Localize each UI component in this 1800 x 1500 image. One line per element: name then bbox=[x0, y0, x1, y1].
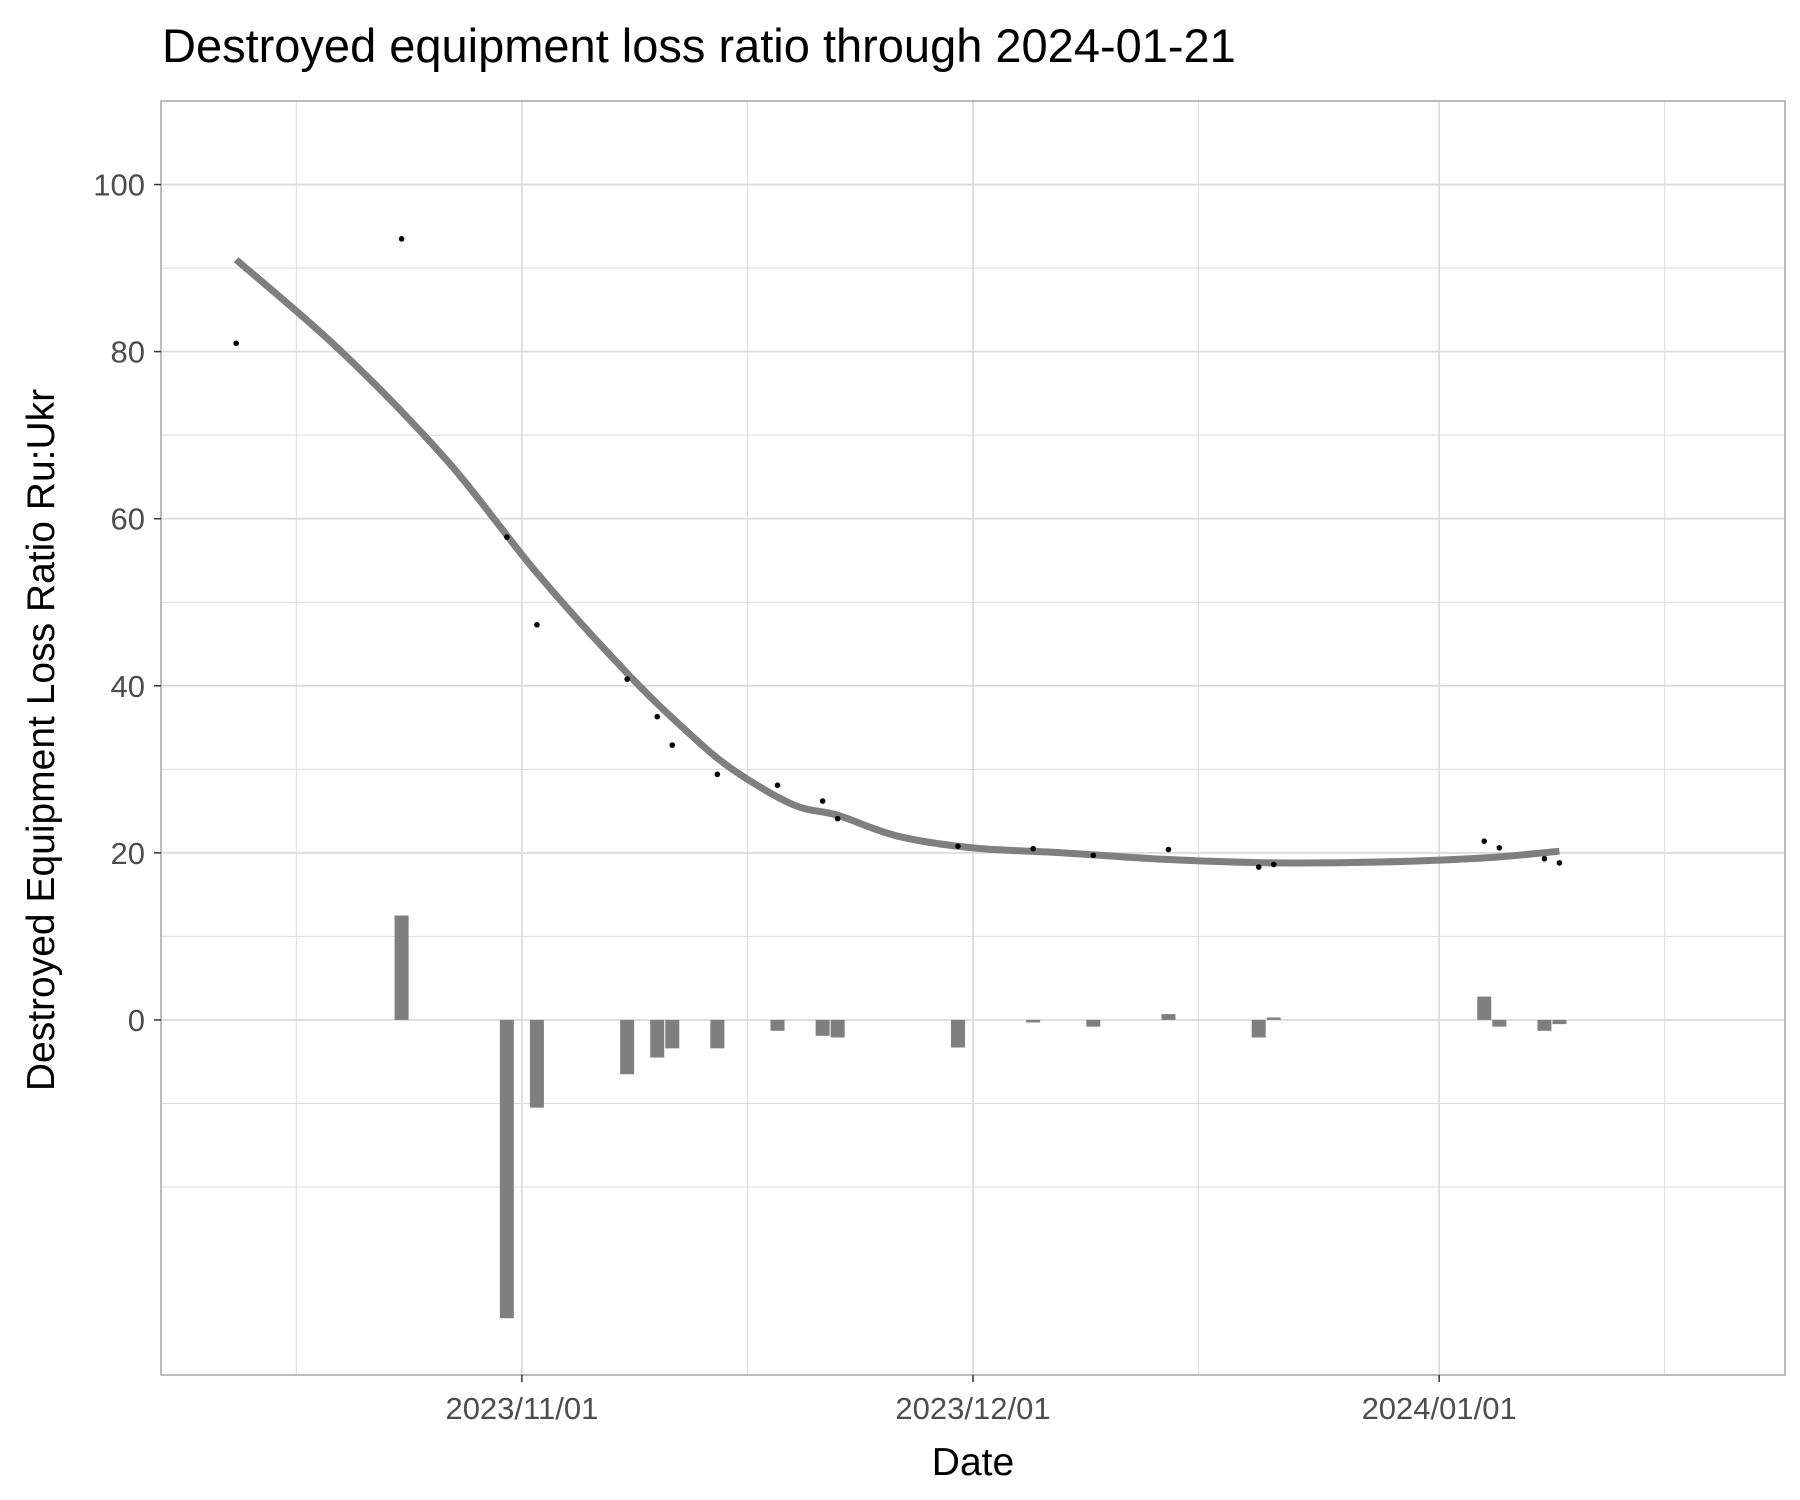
ratio-point bbox=[1556, 860, 1563, 866]
x-tick-label: 2023/12/01 bbox=[895, 1391, 1050, 1426]
ratio-point bbox=[1255, 864, 1262, 870]
ratio-point bbox=[714, 771, 721, 778]
ratio-point bbox=[1496, 845, 1503, 851]
x-axis-label: Date bbox=[932, 1441, 1014, 1484]
ratio-point bbox=[1030, 845, 1036, 852]
y-tick-label: 100 bbox=[93, 168, 145, 203]
ratio-point bbox=[504, 534, 510, 540]
change-bar bbox=[650, 1019, 665, 1058]
ratio-point bbox=[819, 798, 826, 804]
change-bar bbox=[710, 1019, 725, 1049]
change-bar bbox=[620, 1019, 635, 1075]
y-axis-ticks: 0 20 40 60 80 100 bbox=[93, 168, 161, 1038]
ratio-point bbox=[774, 782, 781, 789]
ratio-point bbox=[1090, 852, 1097, 859]
change-bar bbox=[1492, 1019, 1507, 1027]
ratio-point bbox=[1165, 846, 1172, 853]
x-axis-ticks: 2023/11/01 2023/12/01 2024/01/01 bbox=[445, 1375, 1517, 1426]
ratio-point bbox=[624, 676, 630, 682]
change-bar bbox=[950, 1019, 965, 1048]
ratio-point bbox=[834, 815, 841, 822]
change-bar bbox=[499, 1019, 514, 1319]
change-bars bbox=[394, 915, 1567, 1319]
y-tick-label: 60 bbox=[111, 502, 145, 537]
change-bar bbox=[1026, 1019, 1041, 1023]
change-bar bbox=[1251, 1019, 1266, 1038]
change-bar bbox=[529, 1019, 544, 1108]
change-bar bbox=[770, 1019, 785, 1031]
change-bar bbox=[394, 915, 409, 1020]
change-bar bbox=[1477, 996, 1492, 1020]
y-tick-label: 80 bbox=[111, 335, 145, 370]
y-tick-label: 20 bbox=[111, 836, 145, 871]
change-bar bbox=[830, 1019, 845, 1038]
change-bar bbox=[1161, 1014, 1176, 1020]
ratio-point bbox=[1270, 861, 1277, 868]
ratio-point bbox=[669, 742, 676, 748]
ratio-points bbox=[233, 236, 1563, 870]
chart-title: Destroyed equipment loss ratio through 2… bbox=[162, 19, 1236, 72]
change-bar bbox=[1537, 1019, 1552, 1031]
ratio-point bbox=[1541, 855, 1548, 862]
x-tick-label: 2023/11/01 bbox=[445, 1391, 598, 1426]
change-bar bbox=[665, 1019, 680, 1049]
smooth-trend bbox=[233, 257, 1560, 867]
ratio-point bbox=[1481, 838, 1488, 844]
change-bar bbox=[815, 1019, 830, 1036]
y-tick-label: 40 bbox=[111, 669, 145, 704]
ratio-point bbox=[233, 340, 239, 347]
ratio-point bbox=[398, 236, 405, 242]
x-tick-label: 2024/01/01 bbox=[1362, 1391, 1517, 1426]
change-bar bbox=[1266, 1017, 1281, 1020]
smooth-trend-line bbox=[233, 257, 1560, 867]
ratio-point bbox=[654, 713, 661, 720]
ratio-point bbox=[955, 843, 961, 849]
change-bar bbox=[1086, 1019, 1101, 1027]
y-axis-label: Destroyed Equipment Loss Ratio Ru:Ukr bbox=[20, 389, 63, 1091]
ratio-point bbox=[534, 622, 540, 628]
y-tick-label: 0 bbox=[128, 1003, 145, 1038]
change-bar bbox=[1552, 1019, 1567, 1025]
